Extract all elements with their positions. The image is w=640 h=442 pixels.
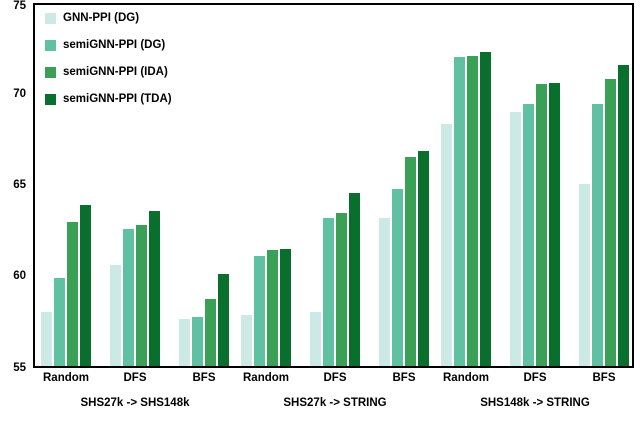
bar-group-dfs (510, 5, 560, 366)
y-tick-label: 60 (13, 270, 26, 283)
bar (579, 183, 590, 366)
bar (205, 299, 216, 366)
legend-label: semiGNN-PPI (IDA) (63, 66, 168, 78)
legend-swatch-icon (45, 39, 56, 51)
bar (179, 319, 190, 366)
bar (218, 273, 229, 366)
x-category-label: BFS (592, 372, 616, 384)
bar (379, 218, 390, 366)
bar (536, 84, 547, 366)
bar (136, 225, 147, 366)
bar (336, 212, 347, 366)
x-category-label: DFS (323, 372, 347, 384)
x-category-label: Random (443, 372, 489, 384)
bar (418, 151, 429, 366)
bar (241, 315, 252, 366)
legend-item: semiGNN-PPI (IDA) (45, 66, 172, 78)
bar-group-bfs (179, 5, 229, 366)
legend-label: semiGNN-PPI (DG) (63, 39, 166, 51)
bar (510, 111, 521, 366)
bar (254, 255, 265, 366)
bar (80, 205, 91, 366)
bar (454, 57, 465, 366)
bar-group-dfs (110, 5, 160, 366)
y-tick-label: 70 (13, 87, 26, 100)
bars-layer (35, 5, 632, 366)
bar (67, 221, 78, 366)
bar-group-random (241, 5, 291, 366)
x-category-label: DFS (523, 372, 547, 384)
bar (618, 64, 629, 366)
legend-label: semiGNN-PPI (TDA) (63, 93, 172, 105)
section-label: SHS27k -> SHS148k (80, 397, 190, 409)
bar (467, 55, 478, 366)
bar (54, 277, 65, 366)
bar (605, 79, 616, 366)
bar (480, 51, 491, 366)
bar (192, 317, 203, 366)
bar (149, 210, 160, 366)
bar (310, 311, 321, 366)
legend-label: GNN-PPI (DG) (63, 12, 140, 24)
bar (323, 218, 334, 366)
bar (441, 124, 452, 366)
y-tick-label: 75 (13, 0, 26, 12)
legend: GNN-PPI (DG) semiGNN-PPI (DG) semiGNN-PPI … (45, 12, 172, 120)
x-category-label: Random (243, 372, 289, 384)
bar-group-dfs (310, 5, 360, 366)
section-label: SHS27k -> STRING (283, 397, 387, 409)
x-category-label: BFS (392, 372, 416, 384)
y-tick-label: 55 (13, 361, 26, 374)
legend-item: GNN-PPI (DG) (45, 12, 172, 24)
bar (280, 248, 291, 366)
bar (392, 189, 403, 366)
bar-group-random (41, 5, 91, 366)
bar (110, 264, 121, 366)
bar (549, 82, 560, 366)
x-category-label: DFS (123, 372, 147, 384)
legend-item: semiGNN-PPI (DG) (45, 39, 172, 51)
legend-swatch-icon (45, 66, 56, 78)
bar (123, 228, 134, 366)
bar (592, 104, 603, 366)
legend-item: semiGNN-PPI (TDA) (45, 93, 172, 105)
x-category-label: Random (43, 372, 89, 384)
legend-swatch-icon (45, 12, 56, 24)
legend-swatch-icon (45, 93, 56, 105)
x-category-label: BFS (192, 372, 216, 384)
bar (523, 104, 534, 366)
bar-group-bfs (379, 5, 429, 366)
bar (41, 311, 52, 366)
bar (349, 192, 360, 366)
bar-group-bfs (579, 5, 629, 366)
bar-group-random (441, 5, 491, 366)
y-tick-label: 65 (13, 179, 26, 191)
bar (405, 156, 416, 366)
section-label: SHS148k -> STRING (480, 397, 590, 409)
plot-area: GNN-PPI (DG) semiGNN-PPI (DG) semiGNN-PPI … (33, 3, 634, 368)
bar (267, 250, 278, 366)
